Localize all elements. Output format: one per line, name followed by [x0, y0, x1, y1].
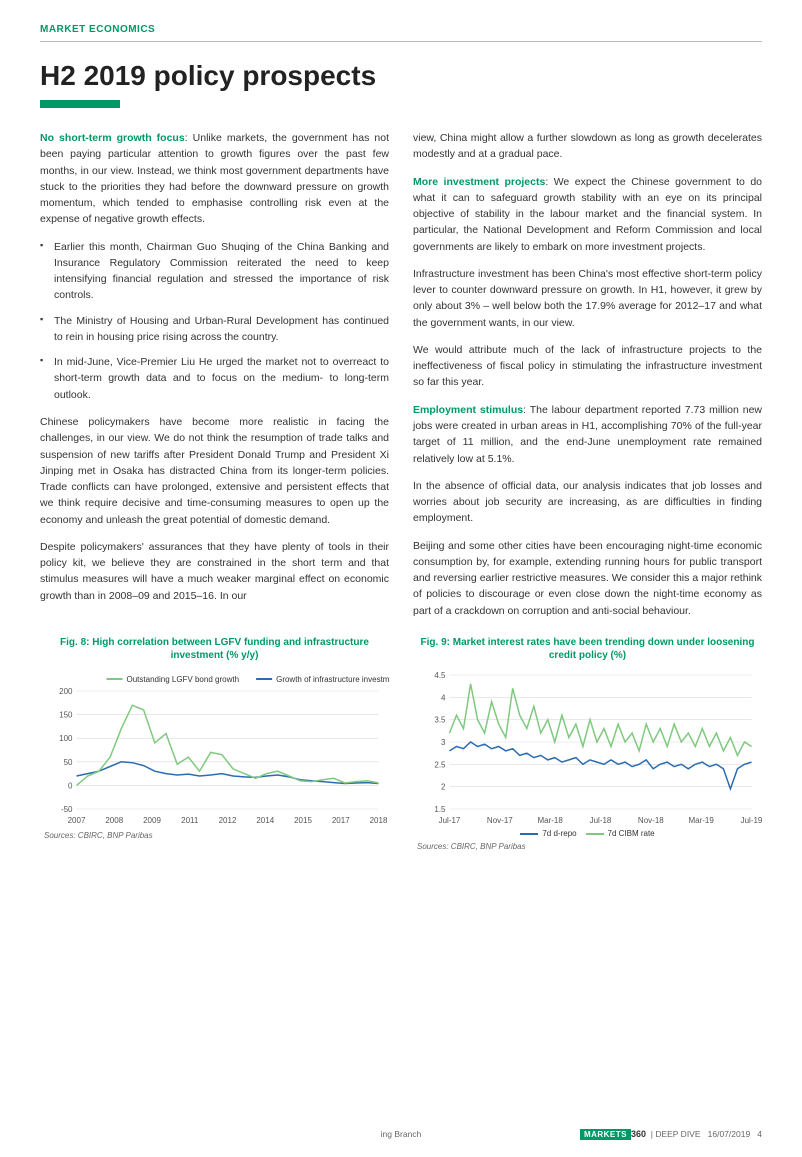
svg-text:Mar-18: Mar-18 — [537, 816, 563, 825]
svg-text:3: 3 — [441, 738, 446, 747]
section-label: MARKET ECONOMICS — [40, 24, 762, 35]
brand-number: 360 — [631, 1129, 646, 1139]
svg-text:Nov-17: Nov-17 — [487, 816, 513, 825]
footer-center-text: ing Branch — [381, 1129, 422, 1139]
svg-text:Growth of infrastructure inves: Growth of infrastructure investment — [276, 675, 389, 684]
svg-text:2012: 2012 — [219, 816, 237, 825]
figure-row: Fig. 8: High correlation between LGFV fu… — [40, 636, 762, 851]
svg-text:1.5: 1.5 — [434, 805, 446, 814]
svg-text:2017: 2017 — [332, 816, 350, 825]
bullet-item: In mid-June, Vice-Premier Liu He urged t… — [54, 354, 389, 403]
svg-text:Mar-19: Mar-19 — [688, 816, 714, 825]
svg-text:150: 150 — [59, 711, 73, 720]
column-right: view, China might allow a further slowdo… — [413, 130, 762, 630]
svg-text:2015: 2015 — [294, 816, 312, 825]
svg-text:4: 4 — [441, 693, 446, 702]
svg-text:Nov-18: Nov-18 — [638, 816, 664, 825]
svg-text:2014: 2014 — [256, 816, 274, 825]
svg-text:100: 100 — [59, 734, 73, 743]
para: Employment stimulus: The labour departme… — [413, 402, 762, 467]
page-footer: ing Branch MARKETS360 | DEEP DIVE 16/07/… — [40, 1129, 762, 1139]
para: More investment projects: We expect the … — [413, 174, 762, 255]
lead-phrase: More investment projects — [413, 176, 545, 188]
para: No short-term growth focus: Unlike marke… — [40, 130, 389, 228]
svg-text:50: 50 — [64, 758, 73, 767]
figure-source: Sources: CBIRC, BNP Paribas — [413, 842, 762, 851]
svg-text:200: 200 — [59, 687, 73, 696]
svg-text:-50: -50 — [61, 805, 73, 814]
svg-text:Jul-18: Jul-18 — [590, 816, 612, 825]
body-columns: No short-term growth focus: Unlike marke… — [40, 130, 762, 630]
footer-product: DEEP DIVE — [655, 1129, 700, 1139]
figure-9: Fig. 9: Market interest rates have been … — [413, 636, 762, 851]
svg-text:2007: 2007 — [68, 816, 86, 825]
figure-title: Fig. 9: Market interest rates have been … — [413, 636, 762, 663]
header-rule — [40, 41, 762, 42]
svg-text:0: 0 — [68, 781, 73, 790]
legend-label: 7d CIBM rate — [608, 829, 655, 838]
svg-text:2009: 2009 — [143, 816, 161, 825]
svg-text:2008: 2008 — [105, 816, 123, 825]
svg-text:Outstanding LGFV bond growth: Outstanding LGFV bond growth — [127, 675, 240, 684]
para-text: : Unlike markets, the government has not… — [40, 132, 389, 225]
figure-title: Fig. 8: High correlation between LGFV fu… — [40, 636, 389, 663]
brand-badge: MARKETS — [580, 1129, 631, 1140]
legend-label: 7d d-repo — [542, 829, 576, 838]
bullet-item: The Ministry of Housing and Urban-Rural … — [54, 313, 389, 346]
figure-source: Sources: CBIRC, BNP Paribas — [40, 831, 389, 840]
column-left: No short-term growth focus: Unlike marke… — [40, 130, 389, 630]
chart-fig9: 1.5 2 2.5 3 3.5 4 4.5 Jul-17 Nov-17 Mar-18 Jul-18 N… — [413, 669, 762, 827]
svg-text:3.5: 3.5 — [434, 716, 446, 725]
legend-swatch — [520, 833, 538, 835]
chart-fig8: -50 0 50 100 150 200 2007 2008 2009 2011 2012 2014 2… — [40, 669, 389, 827]
bullet-item: Earlier this month, Chairman Guo Shuqing… — [54, 239, 389, 304]
para: We would attribute much of the lack of i… — [413, 342, 762, 391]
lead-phrase: No short-term growth focus — [40, 132, 185, 144]
footer-right-block: MARKETS360 | DEEP DIVE 16/07/2019 4 — [580, 1129, 762, 1139]
svg-text:2: 2 — [441, 783, 446, 792]
legend-swatch — [586, 833, 604, 835]
footer-date: 16/07/2019 — [708, 1129, 751, 1139]
para: Beijing and some other cities have been … — [413, 538, 762, 619]
lead-phrase: Employment stimulus — [413, 404, 523, 416]
para: Despite policymakers' assurances that th… — [40, 539, 389, 604]
figure-legend: 7d d-repo 7d CIBM rate — [413, 829, 762, 838]
title-underline — [40, 100, 120, 108]
svg-text:2018: 2018 — [370, 816, 388, 825]
svg-text:2.5: 2.5 — [434, 760, 446, 769]
footer-page-number: 4 — [757, 1129, 762, 1139]
bullet-list: Earlier this month, Chairman Guo Shuqing… — [40, 239, 389, 403]
para: In the absence of official data, our ana… — [413, 478, 762, 527]
para: Chinese policymakers have become more re… — [40, 414, 389, 528]
para: Infrastructure investment has been China… — [413, 266, 762, 331]
svg-text:2011: 2011 — [181, 816, 199, 825]
svg-text:Jul-19: Jul-19 — [741, 816, 762, 825]
svg-text:Jul-17: Jul-17 — [439, 816, 461, 825]
para: view, China might allow a further slowdo… — [413, 130, 762, 163]
page-title: H2 2019 policy prospects — [40, 60, 762, 92]
figure-8: Fig. 8: High correlation between LGFV fu… — [40, 636, 389, 851]
svg-text:4.5: 4.5 — [434, 671, 446, 680]
